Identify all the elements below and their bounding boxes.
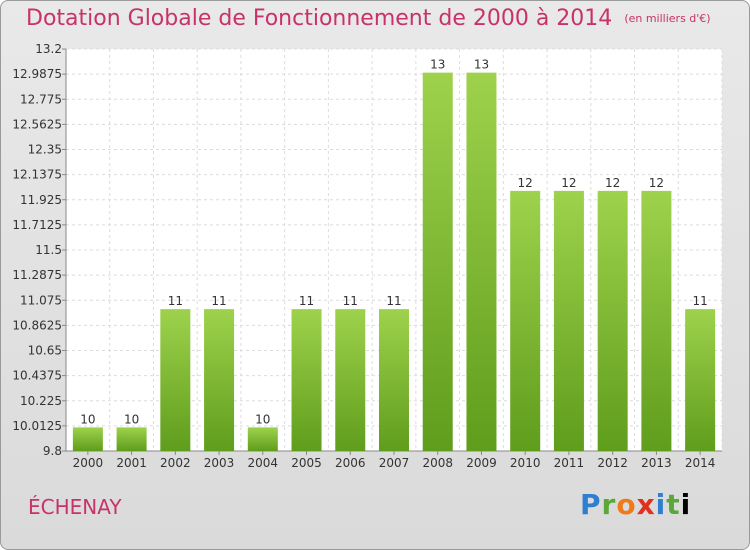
logo-letter: t (666, 488, 681, 521)
x-tick-label: 2005 (291, 456, 322, 470)
y-tick-label: 11.2875 (12, 268, 62, 282)
logo-letter: o (616, 488, 637, 521)
bar (510, 190, 541, 451)
bar (641, 190, 672, 451)
x-tick-label: 2011 (554, 456, 585, 470)
chart-subtitle: (en milliers d'€) (624, 12, 711, 25)
data-label: 11 (211, 294, 226, 308)
x-tick-label: 2000 (73, 456, 104, 470)
y-tick-label: 11.7125 (12, 218, 62, 232)
logo-letter: i (655, 488, 667, 521)
data-label: 12 (518, 176, 533, 190)
y-tick-label: 10.0125 (12, 419, 62, 433)
bar (379, 309, 409, 451)
data-label: 11 (692, 294, 707, 308)
data-label: 10 (80, 412, 95, 426)
data-label: 11 (386, 294, 401, 308)
x-tick-label: 2010 (510, 456, 541, 470)
data-label: 13 (474, 58, 489, 72)
x-tick-label: 2013 (641, 456, 672, 470)
bar (553, 190, 584, 451)
bar (466, 72, 497, 451)
data-label: 12 (561, 176, 576, 190)
proxiti-logo: Proxiti (580, 488, 691, 521)
logo-letter: r (601, 488, 617, 521)
y-tick-label: 12.775 (20, 92, 62, 106)
x-tick-label: 2001 (116, 456, 147, 470)
x-tick-label: 2006 (335, 456, 366, 470)
data-labels: 10 10 11 11 10 11 11 11 13 13 12 12 12 12 11 (80, 58, 708, 427)
y-tick-label: 13.2 (35, 42, 62, 56)
data-label: 12 (649, 176, 664, 190)
logo-letter: i (680, 488, 692, 521)
bar (204, 309, 235, 451)
y-tick-label: 12.5625 (12, 117, 62, 131)
y-tick-label: 10.65 (28, 344, 62, 358)
bar (685, 309, 716, 451)
x-tick-label: 2008 (422, 456, 453, 470)
data-label: 13 (430, 58, 445, 72)
bar (335, 309, 366, 451)
logo-letter: x (636, 488, 656, 521)
y-tick-label: 11.5 (35, 243, 62, 257)
y-tick-label: 12.35 (28, 143, 62, 157)
y-tick-label: 9.8 (43, 444, 62, 458)
y-tick-label: 10.4375 (12, 369, 62, 383)
x-tick-label: 2007 (379, 456, 410, 470)
logo-letter: P (580, 488, 602, 521)
data-label: 11 (168, 294, 183, 308)
y-tick-labels: 9.8 10.0125 10.225 10.4375 10.65 10.8625 11.07… (12, 42, 62, 458)
data-label: 11 (343, 294, 358, 308)
bar (247, 427, 278, 451)
bar (160, 309, 191, 451)
x-tick-label: 2012 (597, 456, 628, 470)
x-tick-label: 2004 (248, 456, 279, 470)
bar (116, 427, 147, 451)
bar (291, 309, 322, 451)
y-tick-label: 10.8625 (12, 318, 62, 332)
y-tick-label: 10.225 (20, 394, 62, 408)
x-tick-label: 2009 (466, 456, 497, 470)
y-tick-label: 11.075 (20, 293, 62, 307)
y-tick-label: 11.925 (20, 193, 62, 207)
bar (597, 190, 628, 451)
x-tick-label: 2003 (204, 456, 235, 470)
bar (422, 72, 453, 451)
data-label: 12 (605, 176, 620, 190)
data-label: 10 (124, 412, 139, 426)
y-tick-label: 12.9875 (12, 67, 62, 81)
x-tick-labels: 2000 2001 2002 2003 2004 2005 2006 2007 2008 2009… (73, 456, 716, 470)
data-label: 10 (255, 412, 270, 426)
x-tick-label: 2002 (160, 456, 191, 470)
data-label: 11 (299, 294, 314, 308)
chart-title: Dotation Globale de Fonctionnement de 20… (26, 6, 711, 31)
bar (72, 427, 103, 451)
bars (72, 72, 716, 451)
x-tick-label: 2014 (685, 456, 716, 470)
chart-title-text: Dotation Globale de Fonctionnement de 20… (26, 6, 613, 31)
y-tick-label: 12.1375 (12, 168, 62, 182)
commune-name: ÉCHENAY (28, 495, 122, 519)
